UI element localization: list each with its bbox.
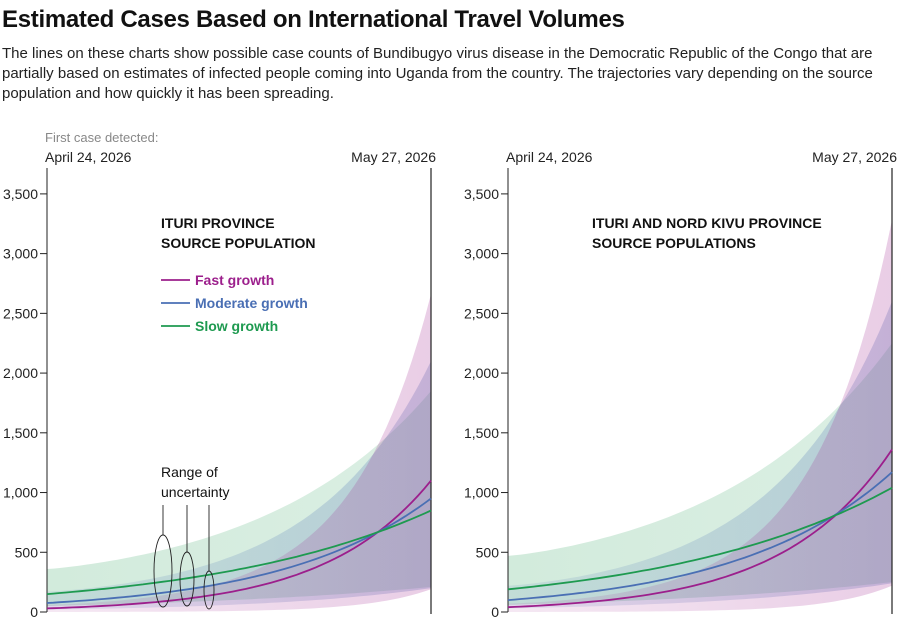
y-tick-label: 500 xyxy=(476,544,500,560)
series-line-fast xyxy=(507,448,893,609)
panel-title: ITURI AND NORD KIVU PROVINCE SOURCE POPUL… xyxy=(592,215,822,251)
y-tick-label: 0 xyxy=(30,604,38,620)
uncertainty-annotation-line: uncertainty xyxy=(161,484,229,500)
series-line-slow xyxy=(507,487,893,591)
series-line-slow xyxy=(46,509,432,595)
y-tick-label: 1,500 xyxy=(464,425,499,441)
legend-label-fast: Fast growth xyxy=(195,272,274,288)
first-case-label: First case detected: xyxy=(45,130,158,145)
y-tick-label: 2,000 xyxy=(3,365,38,381)
uncertainty-annotation-line: Range of xyxy=(161,464,218,480)
x-end-label: May 27, 2026 xyxy=(351,149,436,165)
y-tick-label: 3,500 xyxy=(3,186,38,202)
y-tick-label: 2,000 xyxy=(464,365,499,381)
uncertainty-band-fast xyxy=(508,220,892,612)
y-tick-label: 1,000 xyxy=(464,485,499,501)
panel-title: ITURI PROVINCE SOURCE POPULATION xyxy=(161,215,316,251)
panel-title-line: ITURI AND NORD KIVU PROVINCE xyxy=(592,215,822,231)
uncertainty-band-fast xyxy=(47,294,431,612)
chart-subtitle: The lines on these charts show possible … xyxy=(2,45,873,102)
uncertainty-annotation: Range of uncertainty xyxy=(161,464,229,500)
y-tick-label: 3,000 xyxy=(464,246,499,262)
y-tick-label: 3,500 xyxy=(464,186,499,202)
legend-label-moderate: Moderate growth xyxy=(195,295,308,311)
y-tick-label: 3,000 xyxy=(3,246,38,262)
legend-label-slow: Slow growth xyxy=(195,318,278,334)
x-end-label: May 27, 2026 xyxy=(812,149,897,165)
y-tick-label: 2,500 xyxy=(464,305,499,321)
panel-title-line: SOURCE POPULATIONS xyxy=(592,235,756,251)
series-line-fast xyxy=(46,480,432,610)
series-line-moderate xyxy=(46,497,432,604)
y-tick-label: 1,000 xyxy=(3,485,38,501)
panel-title-line: ITURI PROVINCE xyxy=(161,215,275,231)
panel-title-line: SOURCE POPULATION xyxy=(161,235,316,251)
x-start-label: April 24, 2026 xyxy=(45,149,132,165)
x-start-label: April 24, 2026 xyxy=(506,149,593,165)
y-tick-label: 500 xyxy=(15,544,39,560)
chart-panel-1: 0 500 1,000 1,500 2,000 2,500 3,000 3,500 April … xyxy=(3,130,436,620)
y-tick-label: 0 xyxy=(491,604,499,620)
chart-panel-2: 0 500 1,000 1,500 2,000 2,500 3,000 3,500 April … xyxy=(464,149,897,620)
chart-title: Estimated Cases Based on International T… xyxy=(2,6,625,33)
y-tick-label: 2,500 xyxy=(3,305,38,321)
y-tick-label: 1,500 xyxy=(3,425,38,441)
